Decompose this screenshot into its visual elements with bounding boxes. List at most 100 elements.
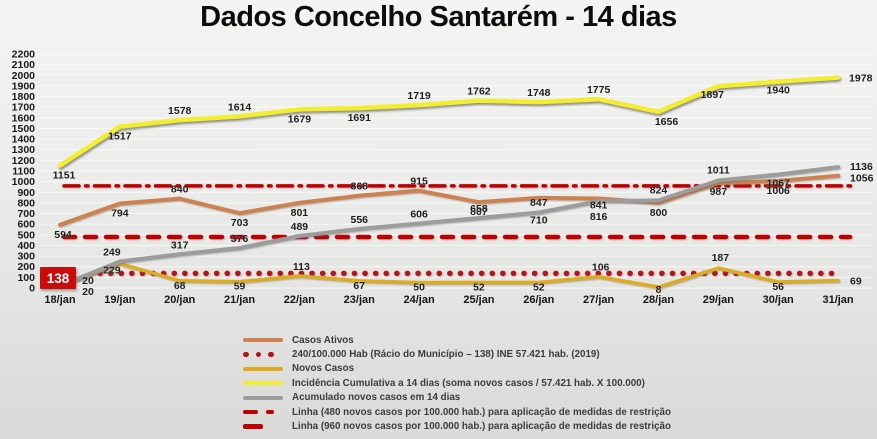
legend-swatch-solid <box>243 366 289 371</box>
series-line-incidencia-cumulativa <box>57 75 841 168</box>
legend-label: Linha (480 novos casos por 100.000 hab.)… <box>292 406 671 418</box>
y-axis-tick: 900 <box>17 187 35 199</box>
data-label-novos-casos: 67 <box>353 280 365 292</box>
y-axis-tick: 600 <box>17 219 35 231</box>
legend-label: Linha (960 novos casos por 100.000 hab.)… <box>292 421 671 433</box>
data-label-casos-ativos: 1006 <box>767 185 791 197</box>
legend-label: Novos Casos <box>292 363 355 375</box>
data-label-incidencia-cumulativa: 1940 <box>767 85 791 97</box>
legend-item: Incidência Cumulativa a 14 dias (soma no… <box>243 376 671 390</box>
legend-item: Linha (480 novos casos por 100.000 hab.)… <box>243 405 671 419</box>
x-axis-tick: 21/jan <box>224 294 255 306</box>
data-label-incidencia-cumulativa: 1614 <box>228 101 252 113</box>
data-label-casos-ativos: 794 <box>111 208 129 220</box>
legend-item: 240/100.000 Hab (Rácio do Município – 13… <box>243 347 671 361</box>
legend-swatch-solid <box>243 338 289 343</box>
data-label-casos-ativos: 807 <box>470 206 488 218</box>
y-axis-tick: 2200 <box>12 49 36 61</box>
legend-label: 240/100.000 Hab (Rácio do Município – 13… <box>292 349 600 361</box>
series-line-casos-ativos <box>58 173 841 227</box>
x-axis-tick: 24/jan <box>404 294 435 306</box>
x-axis-tick: 30/jan <box>763 294 794 306</box>
y-axis-tick: 1000 <box>12 176 36 188</box>
y-axis-tick: 0 <box>29 283 35 295</box>
data-label-acumulado-novos-casos: 556 <box>350 214 368 226</box>
data-label-incidencia-cumulativa: 1748 <box>527 87 551 99</box>
data-label-novos-casos: 229 <box>103 265 121 277</box>
data-label-novos-casos: 59 <box>234 281 246 293</box>
annotation-138-text: 138 <box>47 271 70 286</box>
series-line-acumulado-novos-casos <box>58 165 841 288</box>
x-axis-tick: 20/jan <box>164 294 195 306</box>
y-axis-tick: 2100 <box>12 59 36 71</box>
data-label-casos-ativos: 847 <box>530 197 548 209</box>
data-label-casos-ativos: 868 <box>350 181 368 193</box>
data-label-novos-casos: 187 <box>712 252 730 264</box>
y-axis-tick: 1800 <box>12 91 36 103</box>
legend-swatch-dash2 <box>243 409 289 415</box>
x-axis-tick: 22/jan <box>284 294 315 306</box>
data-label-casos-ativos: 800 <box>650 207 668 219</box>
data-label-acumulado-novos-casos: 658 <box>470 203 488 215</box>
legend-item: Linha (960 novos casos por 100.000 hab.)… <box>243 419 671 433</box>
y-axis-tick: 100 <box>17 272 35 284</box>
legend-label: Incidência Cumulativa a 14 dias (soma no… <box>292 377 645 389</box>
y-axis-tick: 300 <box>17 251 35 263</box>
x-axis-tick: 27/jan <box>583 294 614 306</box>
data-label-acumulado-novos-casos: 376 <box>231 233 249 245</box>
chart-legend: Casos Ativos 240/100.000 Hab (Rácio do Mu… <box>243 333 671 434</box>
data-label-incidencia-cumulativa: 1517 <box>108 131 132 143</box>
data-label-novos-casos: 8 <box>656 284 662 296</box>
data-label-casos-ativos: 1056 <box>850 173 874 185</box>
y-axis-tick: 1100 <box>12 166 35 178</box>
series-line-novos-casos <box>58 261 840 289</box>
data-label-incidencia-cumulativa: 1656 <box>655 116 679 128</box>
data-label-casos-ativos: 594 <box>54 229 72 241</box>
x-axis-tick: 26/jan <box>523 294 554 306</box>
legend-swatch-solid <box>243 381 289 386</box>
x-axis-tick: 25/jan <box>463 294 494 306</box>
data-label-novos-casos: 50 <box>413 282 425 294</box>
x-axis-tick: 28/jan <box>643 294 674 306</box>
data-label-acumulado-novos-casos: 317 <box>171 239 189 251</box>
y-axis-tick: 1200 <box>12 155 36 167</box>
y-axis-tick: 2000 <box>12 70 36 82</box>
y-axis-tick: 1500 <box>12 123 36 135</box>
data-label-incidencia-cumulativa: 1691 <box>348 112 372 124</box>
data-label-casos-ativos: 801 <box>291 207 309 219</box>
y-axis-tick: 800 <box>17 197 35 209</box>
data-label-novos-casos: 69 <box>850 276 862 288</box>
data-label-acumulado-novos-casos: 816 <box>590 211 608 223</box>
legend-swatch-dots <box>243 351 289 358</box>
data-label-novos-casos: 52 <box>473 281 485 293</box>
y-axis-tick: 700 <box>17 208 35 220</box>
data-label-incidencia-cumulativa: 1897 <box>701 89 725 101</box>
y-axis-tick: 200 <box>17 261 35 273</box>
data-label-acumulado-novos-casos: 1136 <box>850 161 873 173</box>
data-label-novos-casos: 56 <box>772 281 784 293</box>
data-label-casos-ativos: 703 <box>231 217 249 229</box>
data-label-acumulado-novos-casos: 710 <box>530 214 548 226</box>
x-axis-tick: 29/jan <box>703 294 734 306</box>
data-label-incidencia-cumulativa: 1978 <box>849 73 873 85</box>
data-label-casos-ativos: 915 <box>410 176 428 188</box>
legend-swatch-dash1 <box>243 424 289 429</box>
x-axis-tick: 19/jan <box>104 294 135 306</box>
x-axis-tick: 23/jan <box>344 294 375 306</box>
data-label-incidencia-cumulativa: 1762 <box>467 86 491 98</box>
y-axis-tick: 1700 <box>12 102 36 114</box>
data-label-novos-casos: 52 <box>533 281 545 293</box>
data-label-casos-ativos: 841 <box>590 200 608 212</box>
x-axis-tick: 18/jan <box>44 294 75 306</box>
y-axis-tick: 1400 <box>12 134 36 146</box>
y-axis-tick: 400 <box>17 240 35 252</box>
x-axis-tick: 31/jan <box>822 294 853 306</box>
data-label-incidencia-cumulativa: 1775 <box>587 84 611 96</box>
data-label-novos-casos: 20 <box>82 275 94 287</box>
data-label-casos-ativos: 840 <box>171 184 189 196</box>
annotation-138-box <box>40 267 76 289</box>
legend-label: Casos Ativos <box>292 334 354 346</box>
data-label-incidencia-cumulativa: 1578 <box>168 105 192 117</box>
